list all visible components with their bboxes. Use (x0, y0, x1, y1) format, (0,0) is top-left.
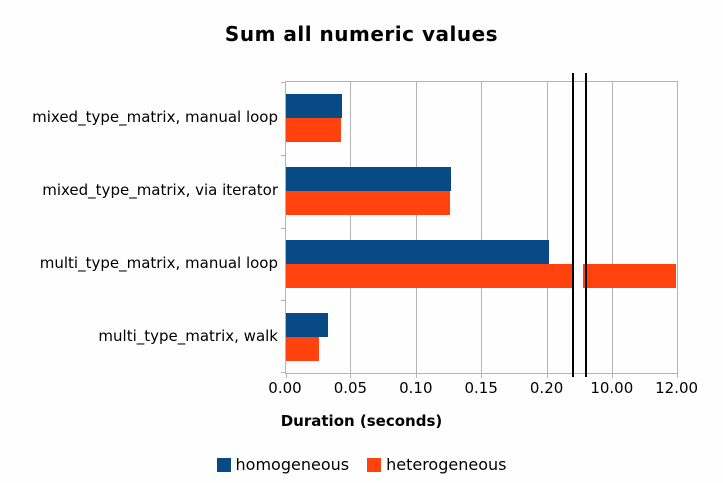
gridline (415, 82, 417, 373)
gridline (546, 82, 548, 373)
legend-swatch-heterogeneous-icon (367, 457, 382, 472)
x-tick-label: 10.00 (590, 379, 634, 397)
x-axis-tick (611, 373, 613, 378)
x-tick-label: 0.05 (333, 379, 368, 397)
x-tick-label: 0.00 (268, 379, 302, 397)
x-tick-label: 12.00 (655, 379, 699, 397)
legend-label-homogeneous: homogeneous (235, 455, 350, 474)
legend: homogeneous heterogeneous (0, 455, 723, 474)
category-label: mixed_type_matrix, manual loop (32, 108, 278, 127)
category-label: mixed_type_matrix, via iterator (42, 181, 278, 200)
category-label: multi_type_matrix, walk (98, 326, 278, 345)
y-axis-tick (281, 155, 286, 156)
bar-homogeneous (286, 167, 451, 192)
y-axis-tick (281, 82, 286, 83)
x-axis-tick (481, 373, 483, 378)
y-axis-tick (281, 228, 286, 229)
legend-label-heterogeneous: heterogeneous (386, 455, 507, 474)
axis-break-mark (584, 73, 587, 377)
bar-heterogeneous (286, 336, 319, 361)
gridline (611, 82, 613, 373)
x-tick-label: 0.10 (399, 379, 433, 397)
chart-title: Sum all numeric values (224, 22, 499, 46)
axis-break-mark (571, 73, 574, 377)
x-axis-title: Duration (seconds) (280, 412, 443, 430)
x-axis-tick (546, 373, 548, 378)
x-axis-tick (676, 373, 678, 378)
legend-entry-heterogeneous: heterogeneous (367, 455, 506, 474)
legend-swatch-homogeneous-icon (216, 457, 231, 472)
x-axis-tick (415, 373, 417, 378)
plot-area (281, 81, 678, 378)
gridline (481, 82, 483, 373)
bar-heterogeneous (286, 118, 341, 143)
bar-homogeneous (286, 239, 549, 264)
bar-heterogeneous (286, 191, 450, 216)
x-axis-tick (286, 373, 287, 378)
gridline (676, 82, 678, 373)
y-axis-tick (281, 300, 286, 301)
x-tick-label: 0.20 (529, 379, 564, 397)
bar-homogeneous (286, 312, 328, 337)
gridline (350, 82, 352, 373)
category-label: multi_type_matrix, manual loop (39, 253, 278, 272)
bar-heterogeneous (286, 263, 573, 288)
legend-entry-homogeneous: homogeneous (216, 455, 350, 474)
x-tick-label: 0.15 (464, 379, 498, 397)
bar-heterogeneous (582, 263, 676, 288)
bar-homogeneous (286, 94, 343, 119)
x-axis-tick (350, 373, 352, 378)
y-axis-tick (281, 372, 286, 373)
